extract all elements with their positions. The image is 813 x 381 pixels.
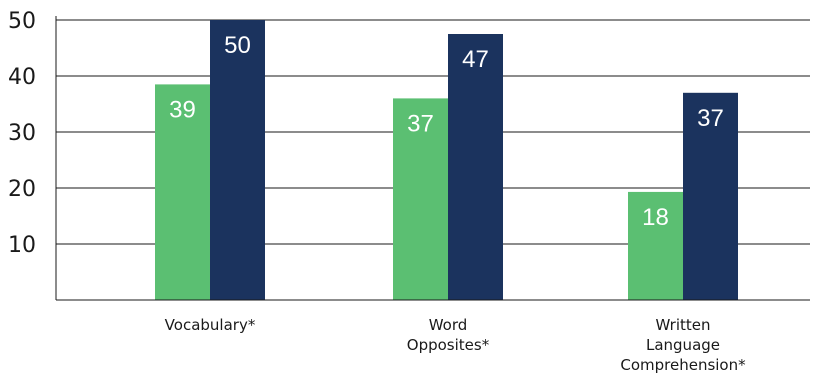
data-label: 37 — [407, 110, 434, 137]
data-label: 50 — [224, 32, 251, 59]
bar — [448, 34, 503, 300]
data-labels: 39 37 18 50 47 37 — [169, 32, 724, 231]
data-label: 47 — [462, 46, 489, 73]
bar — [628, 191, 683, 300]
y-tick-label: 50 — [8, 9, 36, 34]
y-axis-tick-labels: 10 20 30 40 50 — [8, 9, 36, 258]
category-label: Written — [656, 316, 711, 334]
category-label: Language — [646, 336, 720, 354]
category-label: Vocabulary* — [165, 316, 256, 334]
bar — [683, 92, 738, 300]
data-label: 37 — [697, 105, 724, 132]
y-tick-label: 10 — [8, 233, 36, 258]
category-labels: Vocabulary* Word Opposites* Written Language… — [165, 316, 746, 374]
bar — [210, 20, 265, 300]
y-tick-label: 30 — [8, 121, 36, 146]
data-label: 39 — [169, 96, 196, 123]
bar — [393, 98, 448, 301]
y-tick-label: 40 — [8, 65, 36, 90]
y-tick-label: 20 — [8, 177, 36, 202]
bars — [155, 20, 738, 301]
category-label: Word — [429, 316, 468, 334]
bar — [155, 84, 210, 301]
category-label: Comprehension* — [620, 356, 746, 374]
data-label: 18 — [642, 204, 669, 231]
category-label: Opposites* — [407, 336, 490, 354]
